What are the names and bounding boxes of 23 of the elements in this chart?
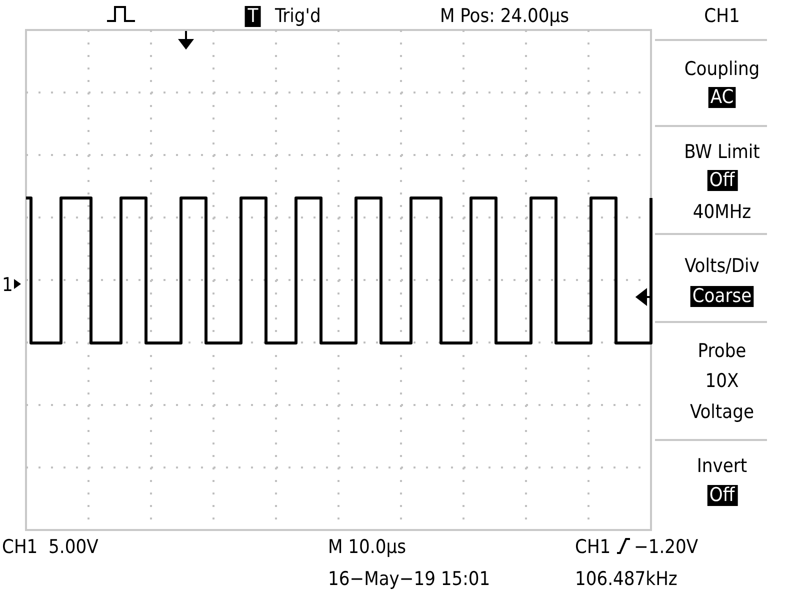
text: Coupling [684, 58, 760, 80]
text: M Pos: 24.00µs [440, 5, 570, 27]
text: Trig'd [274, 5, 321, 27]
text: CH1 5.00V [2, 536, 99, 558]
text: Voltage [690, 401, 754, 423]
text: 16−May−19 15:01 [328, 568, 490, 590]
text: Off [709, 169, 736, 191]
text: −1.20V [634, 536, 698, 558]
text: 1 [2, 274, 13, 296]
text: 10X [705, 370, 740, 392]
text: 106.487kHz [575, 568, 678, 590]
text: Invert [696, 455, 748, 477]
text: Volts/Div [684, 255, 760, 277]
text: CH1 [704, 5, 740, 27]
text: BW Limit [684, 141, 760, 163]
text: Coarse [692, 285, 752, 307]
text: T [246, 5, 259, 27]
text: M 10.0µs [328, 536, 406, 558]
text: CH1 [575, 536, 611, 558]
text: 40MHz [692, 201, 752, 223]
text: Off [709, 484, 736, 506]
text: Probe [698, 340, 746, 362]
text: AC [710, 86, 734, 108]
